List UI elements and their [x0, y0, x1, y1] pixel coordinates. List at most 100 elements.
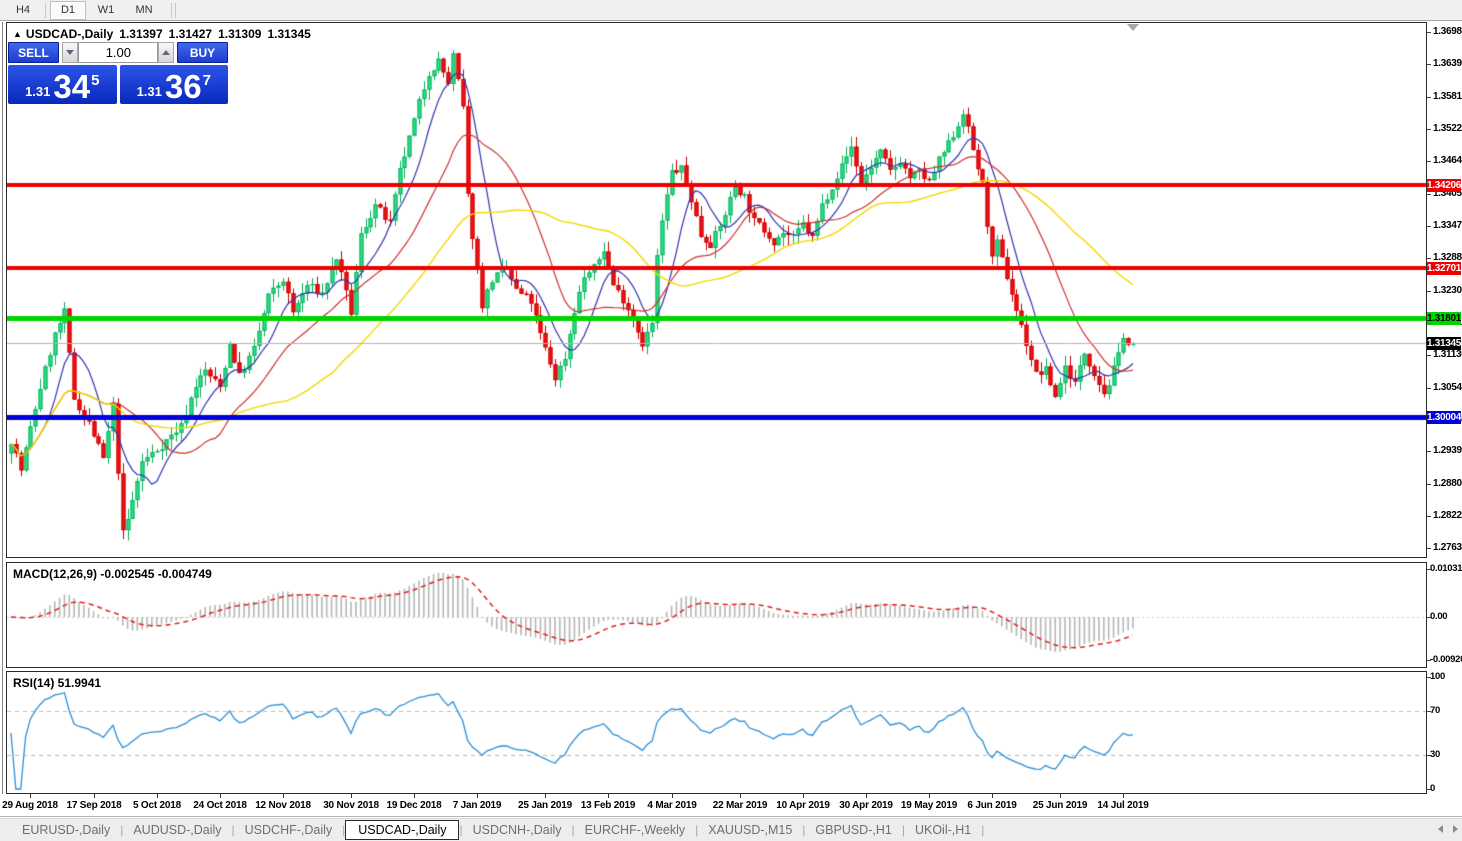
tab-scroll-right-icon[interactable] — [1453, 825, 1458, 833]
toolbar-separator — [45, 2, 46, 18]
tab-divider: | — [981, 823, 985, 837]
ohlc-open: 1.31397 — [119, 27, 163, 41]
rsi-axis-label: 100 — [1430, 671, 1445, 682]
buy-price-button[interactable]: 1.31 36 7 — [119, 65, 228, 104]
tab-divider: | — [571, 823, 575, 837]
price-tick-label: 1.31130 — [1433, 349, 1462, 360]
date-tick — [1123, 794, 1124, 798]
price-tick-dash — [1427, 516, 1431, 517]
date-tick — [283, 794, 284, 798]
date-tick — [351, 794, 352, 798]
rsi-axis-dash — [1427, 789, 1431, 790]
macd-axis-label: -0.009203 — [1430, 654, 1462, 665]
macd-canvas[interactable] — [7, 563, 1426, 667]
chart-tab-eurchf[interactable]: EURCHF-,Weekly — [584, 823, 686, 837]
macd-axis-label: 0.00 — [1430, 611, 1448, 622]
date-tick — [608, 794, 609, 798]
date-tick — [803, 794, 804, 798]
sell-button[interactable]: SELL — [8, 42, 59, 63]
price-tick-label: 1.36980 — [1433, 26, 1462, 37]
timeframe-toolbar: H4 D1 W1 MN — [0, 0, 1462, 21]
price-chart-canvas[interactable] — [7, 23, 1426, 557]
price-tick-dash — [1427, 129, 1431, 130]
sell-price-big: 34 — [53, 68, 91, 105]
price-tick-label: 1.32885 — [1433, 252, 1462, 263]
rsi-canvas[interactable] — [7, 672, 1426, 793]
macd-label: MACD(12,26,9) -0.002545 -0.004749 — [13, 567, 212, 581]
price-tick-dash — [1427, 548, 1431, 549]
price-tick-dash — [1427, 291, 1431, 292]
macd-axis-dash — [1427, 617, 1431, 618]
price-tick-label: 1.32300 — [1433, 285, 1462, 296]
price-tick-label: 1.29390 — [1433, 445, 1462, 456]
tab-divider: | — [120, 823, 124, 837]
chart-title: ▲ USDCAD-,Daily 1.31397 1.31427 1.31309 1.313… — [13, 27, 311, 41]
chart-tab-audusd[interactable]: AUDUSD-,Daily — [133, 823, 222, 837]
chart-tab-ukoil[interactable]: UKOil-,H1 — [914, 823, 972, 837]
timeframe-d1-button[interactable]: D1 — [50, 0, 86, 20]
rsi-label: RSI(14) 51.9941 — [13, 676, 102, 690]
buy-button[interactable]: BUY — [177, 42, 228, 63]
date-label: 30 Apr 2019 — [839, 800, 893, 811]
price-tick-label: 1.36395 — [1433, 58, 1462, 69]
tabbar-separator — [0, 816, 1462, 817]
tab-divider: | — [802, 823, 806, 837]
toolbar-separator — [171, 2, 172, 18]
rsi-axis-label: 30 — [1430, 749, 1440, 760]
date-tick — [157, 794, 158, 798]
price-tick-label: 1.34055 — [1433, 188, 1462, 199]
macd-axis-label: 0.010311 — [1430, 563, 1462, 574]
date-label: 5 Oct 2018 — [132, 800, 182, 811]
timeframe-w1-button[interactable]: W1 — [97, 4, 115, 16]
date-label: 24 Oct 2018 — [193, 800, 247, 811]
date-label: 4 Mar 2019 — [647, 800, 697, 811]
volume-decrease-button[interactable] — [62, 42, 78, 63]
date-tick — [929, 794, 930, 798]
date-tick — [477, 794, 478, 798]
price-tick-dash — [1427, 97, 1431, 98]
chart-tab-usdcad[interactable]: USDCAD-,Daily — [345, 820, 460, 840]
rsi-axis-label: 70 — [1430, 705, 1440, 716]
date-tick — [992, 794, 993, 798]
price-tick-dash — [1427, 355, 1431, 356]
rsi-axis-dash — [1427, 677, 1431, 678]
tab-divider: | — [459, 823, 463, 837]
last-bar-marker-icon — [1126, 24, 1139, 31]
date-axis[interactable]: 29 Aug 2018 17 Sep 2018 5 Oct 2018 24 Oct 2… — [0, 794, 1427, 816]
chart-tab-gbpusd[interactable]: GBPUSD-,H1 — [815, 823, 892, 837]
timeframe-h4-button[interactable]: H4 — [15, 4, 31, 16]
price-tick-dash — [1427, 161, 1431, 162]
ohlc-high: 1.31427 — [168, 27, 213, 41]
chart-tab-usdcnh[interactable]: USDCNH-,Daily — [472, 823, 562, 837]
chart-tab-usdchf[interactable]: USDCHF-,Daily — [244, 823, 333, 837]
rsi-axis-dash — [1427, 755, 1431, 756]
ohlc-close: 1.31345 — [267, 27, 311, 41]
date-tick — [740, 794, 741, 798]
chart-tab-eurusd[interactable]: EURUSD-,Daily — [22, 823, 111, 837]
tab-scroll-left-icon[interactable] — [1438, 825, 1443, 833]
arrow-down-icon — [66, 50, 74, 55]
price-badge: 1.30004 — [1427, 411, 1462, 424]
toolbar-separator — [175, 2, 176, 18]
price-tick-dash — [1427, 64, 1431, 65]
tab-divider: | — [901, 823, 905, 837]
price-tick-label: 1.35225 — [1433, 123, 1462, 134]
tab-divider: | — [231, 823, 235, 837]
tab-divider: | — [342, 823, 346, 837]
timeframe-mn-button[interactable]: MN — [135, 4, 153, 16]
chart-tab-xauusd[interactable]: XAUUSD-,M15 — [708, 823, 793, 837]
sell-price-button[interactable]: 1.31 34 5 — [8, 65, 117, 104]
date-tick — [94, 794, 95, 798]
date-label: 22 Mar 2019 — [712, 800, 768, 811]
buy-price-prefix: 1.31 — [136, 84, 162, 99]
price-tick-label: 1.34640 — [1433, 155, 1462, 166]
volume-increase-button[interactable] — [158, 42, 174, 63]
chart-tab-bar: EURUSD-,Daily | AUDUSD-,Daily | USDCHF-,Dail… — [0, 818, 1462, 841]
volume-input[interactable]: 1.00 — [78, 42, 158, 63]
date-tick — [866, 794, 867, 798]
collapse-triangle-icon[interactable]: ▲ — [13, 29, 22, 39]
arrow-up-icon — [162, 50, 170, 55]
one-click-trading-panel: SELL 1.00 BUY 1.31 34 5 1.31 36 7 — [8, 42, 228, 104]
date-label: 25 Jan 2019 — [518, 800, 572, 811]
price-axis[interactable]: 1.36980 1.36395 1.35810 1.35225 1.34640 1.340… — [1427, 22, 1462, 794]
